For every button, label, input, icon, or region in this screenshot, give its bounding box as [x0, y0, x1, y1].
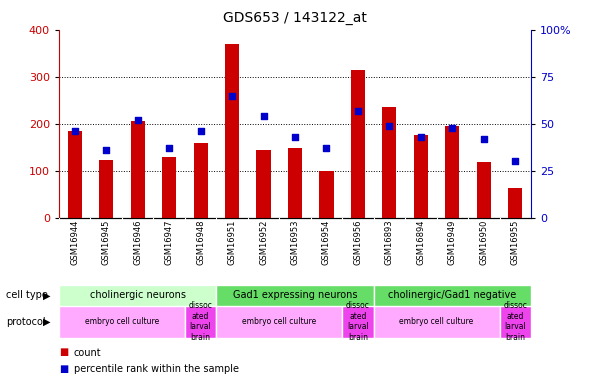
Text: GSM16945: GSM16945	[101, 219, 111, 265]
Bar	[508, 188, 522, 218]
Point	[165, 145, 174, 151]
Bar	[373, 285, 531, 306]
Text: GSM16954: GSM16954	[322, 219, 331, 265]
Bar	[99, 160, 113, 218]
Point	[290, 134, 300, 140]
Text: embryo cell culture: embryo cell culture	[85, 317, 159, 326]
Point	[196, 128, 205, 134]
Text: dissoc
ated
larval
brain: dissoc ated larval brain	[503, 302, 527, 342]
Text: GSM16947: GSM16947	[165, 219, 173, 265]
Bar	[217, 306, 342, 338]
Text: Gad1 expressing neurons: Gad1 expressing neurons	[232, 290, 358, 300]
Bar	[59, 306, 185, 338]
Text: count: count	[74, 348, 101, 357]
Text: dissoc
ated
larval
brain: dissoc ated larval brain	[346, 302, 370, 342]
Text: GSM16955: GSM16955	[511, 219, 520, 265]
Text: percentile rank within the sample: percentile rank within the sample	[74, 364, 239, 374]
Bar	[162, 157, 176, 218]
Bar	[257, 150, 271, 217]
Text: GSM16951: GSM16951	[228, 219, 237, 265]
Point	[101, 147, 111, 153]
Text: embryo cell culture: embryo cell culture	[399, 317, 474, 326]
Text: GSM16944: GSM16944	[70, 219, 79, 265]
Text: GSM16949: GSM16949	[448, 219, 457, 265]
Point	[416, 134, 425, 140]
Text: cholinergic neurons: cholinergic neurons	[90, 290, 186, 300]
Point	[70, 128, 80, 134]
Bar	[477, 162, 491, 218]
Bar	[288, 148, 302, 217]
Text: GSM16953: GSM16953	[290, 219, 300, 265]
Text: GSM16952: GSM16952	[259, 219, 268, 265]
Point	[510, 158, 520, 164]
Bar	[185, 306, 217, 338]
Text: GSM16956: GSM16956	[353, 219, 362, 265]
Bar	[445, 126, 460, 218]
Text: GSM16893: GSM16893	[385, 219, 394, 265]
Bar	[68, 131, 82, 218]
Bar	[382, 107, 396, 218]
Text: dissoc
ated
larval
brain: dissoc ated larval brain	[189, 302, 212, 342]
Text: GSM16948: GSM16948	[196, 219, 205, 265]
Bar	[194, 144, 208, 218]
Bar	[319, 171, 333, 217]
Point	[133, 117, 142, 123]
Text: ▶: ▶	[42, 290, 50, 300]
Text: ▶: ▶	[42, 316, 50, 327]
Text: GSM16946: GSM16946	[133, 219, 142, 265]
Text: ■: ■	[59, 348, 68, 357]
Text: GSM16894: GSM16894	[417, 219, 425, 265]
Point	[322, 145, 331, 151]
Text: ■: ■	[59, 364, 68, 374]
Bar	[59, 285, 217, 306]
Point	[227, 93, 237, 99]
Text: protocol: protocol	[6, 316, 45, 327]
Bar	[217, 285, 373, 306]
Text: GDS653 / 143122_at: GDS653 / 143122_at	[223, 11, 367, 25]
Bar	[130, 122, 145, 218]
Bar	[342, 306, 373, 338]
Point	[259, 113, 268, 119]
Point	[448, 124, 457, 130]
Text: embryo cell culture: embryo cell culture	[242, 317, 316, 326]
Text: GSM16950: GSM16950	[479, 219, 489, 265]
Bar	[500, 306, 531, 338]
Point	[479, 136, 489, 142]
Bar	[373, 306, 500, 338]
Point	[353, 108, 363, 114]
Point	[385, 123, 394, 129]
Text: cell type: cell type	[6, 290, 48, 300]
Bar	[351, 70, 365, 217]
Bar	[225, 44, 239, 218]
Text: cholinergic/Gad1 negative: cholinergic/Gad1 negative	[388, 290, 516, 300]
Bar	[414, 135, 428, 218]
